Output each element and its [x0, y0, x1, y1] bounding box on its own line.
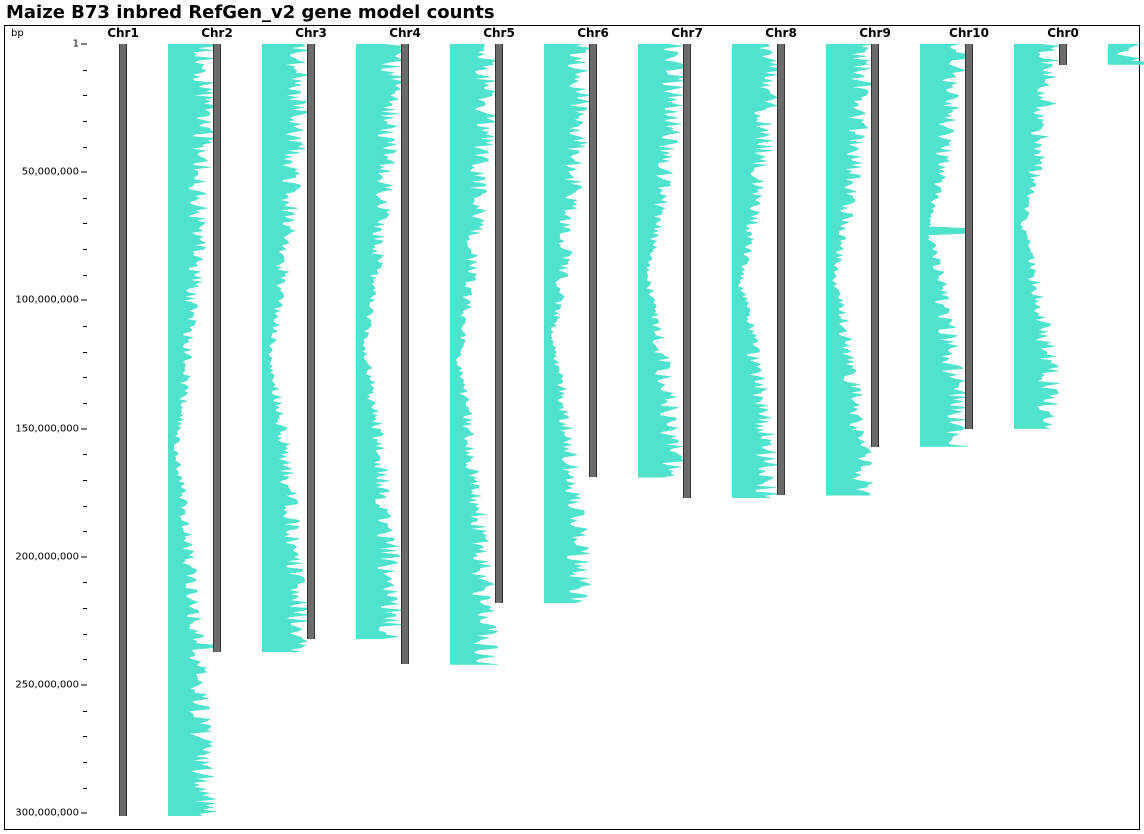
ideogram-bar	[871, 44, 879, 447]
ideogram-bar	[1059, 44, 1067, 65]
chromosome-label: Chr7	[671, 26, 703, 40]
density-fill	[826, 44, 874, 495]
density-fill	[1014, 44, 1060, 429]
ideogram-bar	[589, 44, 597, 477]
ideogram-bar	[213, 44, 221, 652]
y-tick-minor	[83, 736, 87, 737]
chromosome-label: Chr1	[107, 26, 139, 40]
y-tick-minor	[83, 608, 87, 609]
y-tick-major: 50,000,000	[5, 167, 89, 178]
y-tick-minor	[83, 249, 87, 250]
density-fill	[356, 44, 404, 639]
y-tick-major: 300,000,000	[5, 808, 89, 819]
chromosome-track: Chr10	[965, 26, 1055, 829]
y-tick-mark	[81, 44, 87, 45]
y-tick-major: 250,000,000	[5, 679, 89, 690]
y-tick-minor	[83, 711, 87, 712]
y-tick-minor	[83, 198, 87, 199]
y-tick-minor	[83, 377, 87, 378]
chromosome-label: Chr10	[949, 26, 989, 40]
chromosome-track: Chr6	[589, 26, 679, 829]
y-tick-minor	[83, 582, 87, 583]
plot-area: bp 150,000,000100,000,000150,000,000200,…	[4, 25, 1140, 830]
density-fill	[732, 44, 779, 498]
y-tick-minor	[83, 454, 87, 455]
ideogram-bar	[307, 44, 315, 639]
ideogram-bar	[965, 44, 973, 429]
chromosome-track: Chr7	[683, 26, 773, 829]
chromosome-track: Chr8	[777, 26, 867, 829]
y-tick-minor	[83, 788, 87, 789]
y-tick-minor	[83, 531, 87, 532]
y-tick-label: 200,000,000	[5, 551, 81, 562]
y-tick-label: 50,000,000	[5, 167, 81, 178]
y-tick-minor	[83, 634, 87, 635]
ideogram-bar	[495, 44, 503, 603]
chromosome-label: Chr8	[765, 26, 797, 40]
y-tick-major: 1	[5, 39, 89, 50]
chromosome-label: Chr3	[295, 26, 327, 40]
y-tick-label: 300,000,000	[5, 808, 81, 819]
chromosome-label: Chr9	[859, 26, 891, 40]
chromosome-label: Chr4	[389, 26, 421, 40]
density-fill	[262, 44, 310, 652]
density-fill	[544, 44, 591, 603]
y-tick-minor	[83, 223, 87, 224]
y-tick-mark	[81, 556, 87, 557]
y-tick-minor	[83, 95, 87, 96]
density-fill	[168, 44, 218, 816]
density-fill	[1108, 44, 1144, 65]
ideogram-bar	[683, 44, 691, 498]
chromosome-label: Chr2	[201, 26, 233, 40]
y-tick-label: 150,000,000	[5, 423, 81, 434]
tracks-area: Chr1Chr2Chr3Chr4Chr5Chr6Chr7Chr8Chr9Chr1…	[89, 26, 1135, 829]
y-tick-minor	[83, 275, 87, 276]
y-tick-major: 200,000,000	[5, 551, 89, 562]
y-tick-minor	[83, 326, 87, 327]
chromosome-label: Chr5	[483, 26, 515, 40]
y-tick-minor	[83, 121, 87, 122]
chromosome-track: Chr4	[401, 26, 491, 829]
y-tick-major: 100,000,000	[5, 295, 89, 306]
chromosome-track: Chr9	[871, 26, 961, 829]
y-tick-minor	[83, 480, 87, 481]
y-tick-label: 100,000,000	[5, 295, 81, 306]
y-tick-mark	[81, 684, 87, 685]
y-tick-minor	[83, 506, 87, 507]
ideogram-bar	[119, 44, 127, 816]
y-axis: 150,000,000100,000,000150,000,000200,000…	[5, 26, 85, 829]
y-tick-mark	[81, 172, 87, 173]
y-tick-minor	[83, 403, 87, 404]
y-tick-label: 1	[5, 39, 81, 50]
y-tick-minor	[83, 70, 87, 71]
chromosome-track: Chr0	[1059, 26, 1144, 829]
chromosome-track: Chr5	[495, 26, 585, 829]
y-tick-minor	[83, 762, 87, 763]
y-tick-minor	[83, 352, 87, 353]
chromosome-track: Chr3	[307, 26, 397, 829]
chart-title: Maize B73 inbred RefGen_v2 gene model co…	[6, 2, 495, 23]
density-fill	[638, 44, 686, 477]
ideogram-bar	[777, 44, 785, 495]
chromosome-track: Chr1	[119, 26, 209, 829]
gene-density-plot	[1108, 44, 1144, 67]
chromosome-track: Chr2	[213, 26, 303, 829]
chromosome-label: Chr6	[577, 26, 609, 40]
y-tick-mark	[81, 300, 87, 301]
y-tick-mark	[81, 813, 87, 814]
y-tick-mark	[81, 428, 87, 429]
y-tick-minor	[83, 659, 87, 660]
y-tick-minor	[83, 147, 87, 148]
density-fill	[450, 44, 498, 665]
y-tick-label: 250,000,000	[5, 679, 81, 690]
ideogram-bar	[401, 44, 409, 664]
chromosome-label: Chr0	[1047, 26, 1079, 40]
y-tick-major: 150,000,000	[5, 423, 89, 434]
